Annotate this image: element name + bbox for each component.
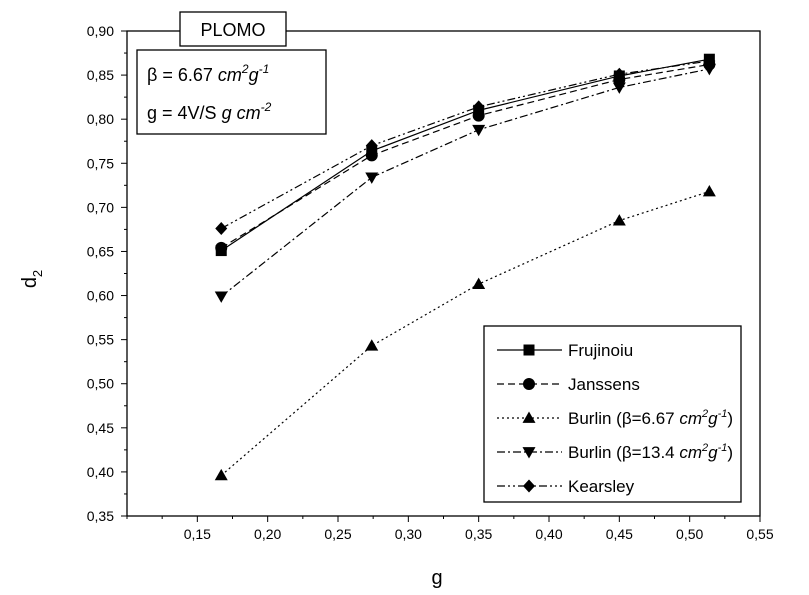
x-tick-label: 0,35 <box>465 526 492 542</box>
y-tick-label: 0,35 <box>87 508 114 524</box>
x-tick-label: 0,55 <box>746 526 773 542</box>
y-axis-title-main: d <box>19 277 41 288</box>
data-point <box>472 124 486 137</box>
y-tick-label: 0,85 <box>87 67 114 83</box>
x-tick-label: 0,45 <box>606 526 633 542</box>
y-tick-label: 0,70 <box>87 199 114 215</box>
legend-item: Burlin (β=6.67 cm2g-1) <box>497 408 733 428</box>
series-4 <box>215 54 716 236</box>
series-2 <box>214 184 716 481</box>
y-tick-label: 0,55 <box>87 332 114 348</box>
x-tick-label: 0,15 <box>184 526 211 542</box>
legend-item: Janssens <box>497 375 640 394</box>
data-point <box>365 172 379 184</box>
legend-label: Frujinoiu <box>568 341 633 360</box>
annotation-box <box>136 49 327 135</box>
legend-marker <box>523 479 535 493</box>
series-layer <box>214 53 716 481</box>
data-point <box>214 468 228 481</box>
y-tick-label: 0,50 <box>87 376 114 392</box>
plot-frame <box>126 30 761 517</box>
x-tick-label: 0,50 <box>676 526 703 542</box>
x-tick-label: 0,25 <box>324 526 351 542</box>
y-tick-label: 0,45 <box>87 420 114 436</box>
y-tick-label: 0,75 <box>87 155 114 171</box>
x-tick-label: 0,30 <box>395 526 422 542</box>
x-tick-label: 0,40 <box>535 526 562 542</box>
legend-label: Janssens <box>568 375 640 394</box>
data-point <box>613 67 626 81</box>
y-tick-label: 0,90 <box>87 23 114 39</box>
data-point <box>365 339 379 351</box>
data-point <box>702 184 716 197</box>
legend: Frujinoiu Janssens Burlin (β=6.67 cm2g-1) B… <box>497 341 733 496</box>
data-point <box>472 100 485 114</box>
legend-item: Frujinoiu <box>497 341 633 360</box>
y-axis-title: d2 <box>19 270 45 288</box>
legend-label: Burlin (β=13.4 cm2g-1) <box>568 442 733 462</box>
legend-item: Burlin (β=13.4 cm2g-1) <box>497 442 733 462</box>
tick-labels: 0,15 0,20 0,25 0,30 0,35 0,40 0,45 0,50 0,55 0,35… <box>87 23 774 542</box>
legend-marker <box>522 447 536 459</box>
x-tick-label: 0,20 <box>254 526 281 542</box>
annotation-beta: β = 6.67 cm2g-1 <box>147 62 269 85</box>
data-point <box>702 64 716 76</box>
legend-item: Kearsley <box>497 477 635 496</box>
y-tick-label: 0,65 <box>87 243 114 259</box>
data-point <box>703 54 716 68</box>
legend-marker <box>523 378 535 390</box>
legend-marker <box>522 411 536 423</box>
data-point <box>365 139 378 153</box>
y-tick-label: 0,60 <box>87 288 114 304</box>
legend-label: Burlin (β=6.67 cm2g-1) <box>568 408 733 428</box>
data-point <box>215 222 228 236</box>
data-point <box>365 149 378 162</box>
data-point <box>472 277 486 289</box>
x-axis-title: g <box>431 567 442 589</box>
data-point <box>472 109 485 122</box>
legend-label: Kearsley <box>568 477 635 496</box>
data-point <box>215 241 228 254</box>
data-point <box>214 291 228 303</box>
title-box <box>179 11 287 47</box>
y-axis-title-sub: 2 <box>30 270 45 277</box>
y-tick-label: 0,80 <box>87 111 114 127</box>
series-3 <box>214 64 716 303</box>
chart-title: PLOMO <box>200 20 265 40</box>
annotation-g: g = 4V/S g cm-2 <box>147 100 272 123</box>
data-point <box>612 82 626 94</box>
y-tick-label: 0,40 <box>87 464 114 480</box>
legend-marker <box>523 344 535 356</box>
data-point <box>612 214 626 226</box>
